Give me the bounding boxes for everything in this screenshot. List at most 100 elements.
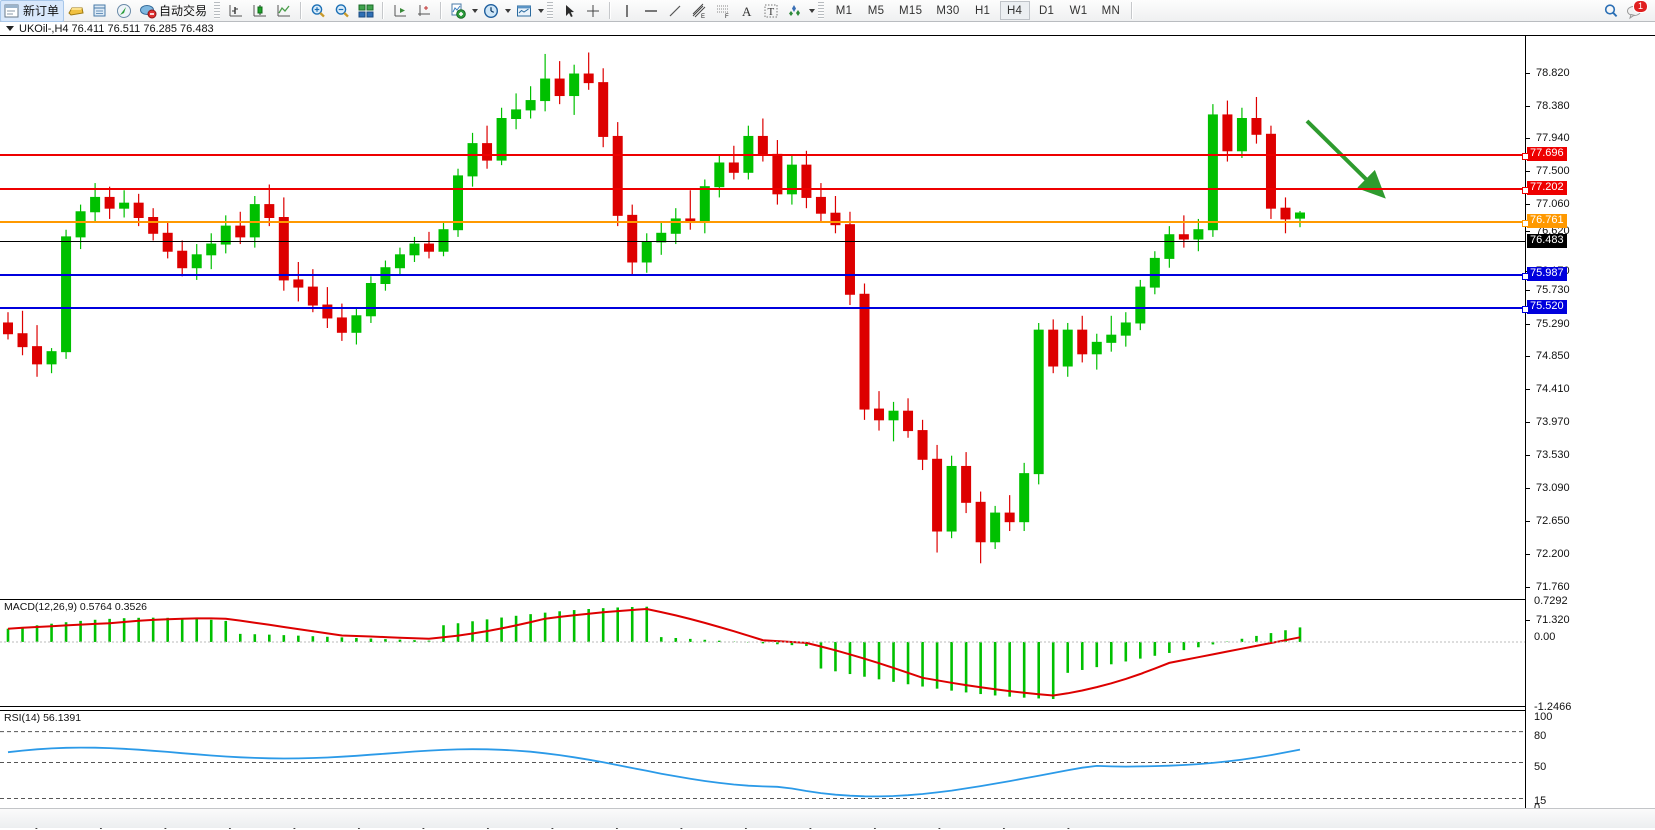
- timeframe-m15-button[interactable]: M15: [899, 5, 923, 17]
- scale-fix-button[interactable]: [412, 1, 436, 21]
- crosshair-button[interactable]: [581, 1, 605, 21]
- timeframe-m1-button[interactable]: M1: [835, 5, 853, 17]
- price-tag-support-1[interactable]: 75.987: [1527, 267, 1567, 281]
- candle-body: [1062, 329, 1073, 367]
- level-line-support-2[interactable]: [0, 306, 1529, 313]
- candle-body: [815, 196, 826, 214]
- timeframe-h1-button[interactable]: H1: [974, 5, 991, 17]
- level-line-support-1[interactable]: [0, 273, 1529, 280]
- period-dropdown-arrow[interactable]: [503, 2, 512, 20]
- new-order-button[interactable]: 新订单: [0, 0, 65, 22]
- zoom-in-button[interactable]: [306, 1, 330, 21]
- add-indicator-dropdown-arrow[interactable]: [470, 2, 479, 20]
- data-window-button[interactable]: [88, 1, 112, 21]
- gold-bar-button[interactable]: [64, 1, 88, 21]
- candle-body: [1120, 322, 1131, 336]
- zoom-out-button[interactable]: [330, 1, 354, 21]
- level-line-resistance-1[interactable]: [0, 187, 1529, 194]
- toolbar-grip-1[interactable]: [214, 2, 221, 19]
- period-button[interactable]: [479, 1, 503, 21]
- candle-body: [511, 109, 522, 120]
- price-scale[interactable]: 78.82078.38077.94077.50077.06076.62076.1…: [1525, 36, 1655, 815]
- timeframe-w1-button[interactable]: W1: [1069, 5, 1088, 17]
- toolbar-grip-2[interactable]: [547, 2, 554, 19]
- price-tick: [1526, 620, 1530, 621]
- period-icon: [482, 2, 500, 20]
- macd-scale-label: -1.2466: [1534, 701, 1572, 713]
- autotrading-label: 自动交易: [159, 4, 208, 18]
- chat-button[interactable]: 1: [1623, 0, 1648, 21]
- candle-body: [540, 78, 551, 102]
- hline-icon: [642, 2, 660, 20]
- candle-body: [699, 186, 710, 224]
- candle-body: [235, 225, 246, 238]
- candle-body: [946, 465, 957, 532]
- timeframe-h4-button[interactable]: H4: [999, 1, 1030, 20]
- level-line-pivot[interactable]: [0, 220, 1529, 227]
- shift-end-button[interactable]: [388, 1, 412, 21]
- level-handle[interactable]: [1522, 187, 1529, 194]
- candle-body: [1251, 118, 1262, 135]
- crosshair-icon: [584, 2, 602, 20]
- search-icon: [1602, 2, 1620, 20]
- candle-body: [1004, 512, 1015, 523]
- equidistant-channel-button[interactable]: E: [687, 1, 711, 21]
- timeframe-m5-button[interactable]: M5: [867, 5, 885, 17]
- level-handle[interactable]: [1522, 306, 1529, 313]
- templates-dropdown-arrow[interactable]: [536, 2, 545, 20]
- vline-button[interactable]: [615, 1, 639, 21]
- level-handle[interactable]: [1522, 220, 1529, 227]
- chevron-down-icon[interactable]: [6, 26, 14, 31]
- tile-windows-button[interactable]: [354, 1, 378, 21]
- candle-body: [612, 135, 623, 216]
- timeframe-mn-button[interactable]: MN: [1101, 5, 1121, 17]
- candle-body: [206, 243, 217, 256]
- text-box-button[interactable]: T: [759, 1, 783, 21]
- templates-button[interactable]: [512, 1, 536, 21]
- candle-body: [525, 100, 536, 111]
- timeframe-m30-button[interactable]: M30: [936, 5, 960, 17]
- rsi-pane[interactable]: RSI(14) 56.1391: [0, 710, 1525, 815]
- navigator-button[interactable]: [112, 1, 136, 21]
- toolbar-grip-3[interactable]: [818, 2, 825, 19]
- level-line-current-price[interactable]: [0, 241, 1525, 242]
- hline-button[interactable]: [639, 1, 663, 21]
- price-pane[interactable]: [0, 36, 1529, 592]
- objects-button[interactable]: [783, 1, 807, 21]
- candle-body: [917, 430, 928, 460]
- toolbar-separator-5: [1131, 2, 1134, 19]
- bar-chart-button[interactable]: [224, 1, 248, 21]
- text-label-button[interactable]: A: [735, 1, 759, 21]
- objects-dropdown-arrow[interactable]: [807, 2, 816, 20]
- price-tag-support-2[interactable]: 75.520: [1527, 300, 1567, 314]
- svg-text:A: A: [742, 4, 752, 19]
- candle-body: [786, 164, 797, 195]
- level-line-resistance-2[interactable]: [0, 153, 1529, 160]
- candle-body: [409, 243, 420, 256]
- timeframe-d1-button[interactable]: D1: [1038, 5, 1055, 17]
- candle-body: [482, 143, 493, 161]
- price-tag-resistance-1[interactable]: 77.202: [1527, 181, 1567, 195]
- shift-end-icon: [391, 2, 409, 20]
- autotrading-button[interactable]: 自动交易: [136, 1, 212, 21]
- level-handle[interactable]: [1522, 273, 1529, 280]
- add-indicator-button[interactable]: [446, 1, 470, 21]
- price-tick: [1526, 231, 1530, 232]
- price-tag-current-price[interactable]: 76.483: [1527, 234, 1567, 248]
- price-scale-label: 77.940: [1536, 132, 1570, 144]
- macd-pane[interactable]: MACD(12,26,9) 0.5764 0.3526: [0, 599, 1525, 707]
- search-button[interactable]: [1599, 1, 1623, 21]
- candle-body: [598, 82, 609, 137]
- candle-body: [641, 241, 652, 263]
- price-tag-resistance-2[interactable]: 77.696: [1527, 147, 1567, 161]
- cursor-button[interactable]: [557, 1, 581, 21]
- svg-text:T: T: [768, 6, 775, 18]
- trendline-button[interactable]: [663, 1, 687, 21]
- candlestick-chart-button[interactable]: [248, 1, 272, 21]
- fibonacci-button[interactable]: F: [711, 1, 735, 21]
- autotrading-icon: [139, 2, 157, 20]
- level-handle[interactable]: [1522, 153, 1529, 160]
- candle-body: [1193, 229, 1204, 240]
- line-chart-button[interactable]: [272, 1, 296, 21]
- price-tag-pivot[interactable]: 76.761: [1527, 214, 1567, 228]
